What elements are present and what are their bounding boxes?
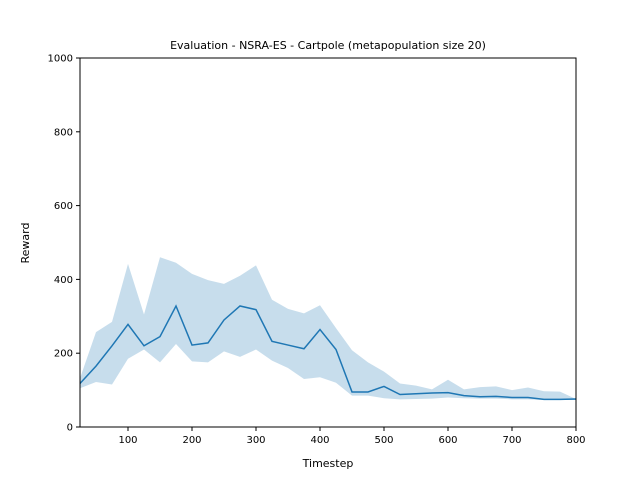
data-point	[191, 344, 193, 346]
data-point	[143, 345, 145, 347]
mean-line	[79, 304, 577, 401]
y-tick-label: 800	[54, 127, 73, 138]
data-point	[127, 323, 129, 325]
data-point	[271, 340, 273, 342]
x-tick-label: 500	[374, 435, 393, 446]
data-point	[95, 365, 97, 367]
data-point	[383, 385, 385, 387]
data-point	[367, 391, 369, 393]
y-axis: 0 200 400 600 800 1000	[48, 54, 80, 434]
data-point	[175, 305, 177, 307]
y-tick-label: 200	[54, 349, 73, 360]
x-tick-label: 400	[310, 435, 329, 446]
x-tick-label: 100	[118, 435, 137, 446]
x-tick-label: 200	[182, 435, 201, 446]
data-point	[527, 396, 529, 398]
x-tick-label: 600	[438, 435, 457, 446]
data-point	[159, 336, 161, 338]
data-point	[351, 391, 353, 393]
y-axis-label: Reward	[19, 223, 32, 264]
data-point	[399, 394, 401, 396]
data-point	[207, 342, 209, 344]
data-point	[287, 344, 289, 346]
y-tick-label: 0	[67, 423, 73, 434]
data-point	[431, 392, 433, 394]
data-point	[319, 329, 321, 331]
data-point	[111, 345, 113, 347]
confidence-band	[80, 257, 576, 401]
data-point	[255, 309, 257, 311]
plot-area	[79, 257, 577, 401]
chart-title: Evaluation - NSRA-ES - Cartpole (metapop…	[170, 39, 486, 52]
x-tick-label: 300	[246, 435, 265, 446]
plot-frame	[79, 57, 577, 428]
data-point	[303, 348, 305, 350]
data-point	[495, 395, 497, 397]
y-tick-label: 600	[54, 201, 73, 212]
y-tick-label: 1000	[48, 54, 73, 65]
y-tick-label: 400	[54, 275, 73, 286]
x-tick-label: 700	[502, 435, 521, 446]
data-point	[543, 398, 545, 400]
data-point	[335, 349, 337, 351]
data-point	[559, 398, 561, 400]
data-point	[223, 319, 225, 321]
data-point	[463, 395, 465, 397]
x-axis-label: Timestep	[302, 457, 354, 470]
data-point	[447, 392, 449, 394]
data-point	[415, 393, 417, 395]
x-tick-label: 800	[566, 435, 585, 446]
data-point	[239, 305, 241, 307]
data-point	[479, 396, 481, 398]
x-axis: 100 200 300 400 500 600 700 800	[118, 427, 586, 446]
data-point	[511, 396, 513, 398]
